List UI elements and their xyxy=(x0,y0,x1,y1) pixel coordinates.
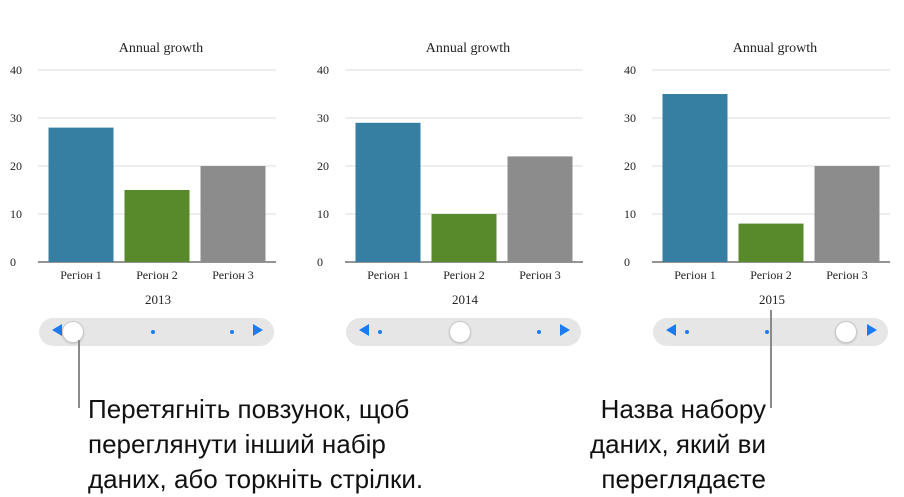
dataset-slider-2014[interactable] xyxy=(346,318,581,346)
bar-3 xyxy=(507,156,573,262)
slider-step-dot[interactable] xyxy=(764,330,769,334)
bar-2 xyxy=(431,214,497,262)
left-arrow-icon[interactable] xyxy=(52,324,62,336)
x-tick-label: Регіон 3 xyxy=(826,268,868,282)
dataset-slider-2013[interactable] xyxy=(39,318,274,346)
bar-3 xyxy=(814,166,880,262)
y-tick-label: 20 xyxy=(624,159,636,173)
y-tick-label: 30 xyxy=(624,111,636,125)
bar-2 xyxy=(124,190,190,262)
x-tick-label: Регіон 1 xyxy=(60,268,102,282)
slider-thumb[interactable] xyxy=(835,321,857,343)
y-tick-label: 30 xyxy=(10,111,22,125)
x-tick-label: Регіон 2 xyxy=(136,268,178,282)
bar-chart-2013: Annual growth 0 10 20 30 40 Регіон 1 Регіон 2 Ре… xyxy=(10,41,276,307)
x-tick-label: Регіон 2 xyxy=(750,268,792,282)
dataset-name-label: 2015 xyxy=(759,292,785,307)
right-arrow-icon[interactable] xyxy=(253,324,263,336)
caption-line: даних, або торкніть стрілки. xyxy=(88,464,424,494)
bar-3 xyxy=(200,166,266,262)
y-tick-label: 10 xyxy=(10,207,22,221)
y-tick-label: 40 xyxy=(624,63,636,77)
slider-step-dot[interactable] xyxy=(685,330,689,334)
y-tick-label: 10 xyxy=(317,207,329,221)
y-tick-label: 10 xyxy=(624,207,636,221)
chart-title: Annual growth xyxy=(426,41,510,56)
x-tick-label: Регіон 1 xyxy=(674,268,716,282)
right-arrow-icon[interactable] xyxy=(867,324,877,336)
slider-thumb[interactable] xyxy=(448,321,471,343)
y-tick-label: 30 xyxy=(317,111,329,125)
caption-slider-instructions: Перетягніть повзунок, щоб переглянути ін… xyxy=(88,392,423,497)
caption-line: Назва набору xyxy=(600,394,766,424)
left-arrow-icon[interactable] xyxy=(359,324,369,336)
dataset-name-label: 2013 xyxy=(145,292,171,307)
x-tick-label: Регіон 2 xyxy=(443,268,485,282)
y-tick-label: 40 xyxy=(317,63,329,77)
bar-chart-2015: Annual growth 0 10 20 30 40 Регіон 1 Регіон 2 Ре… xyxy=(624,41,890,307)
chart-panel-2014: Annual growth 0 10 20 30 40 Регіон 1 Регіон 2 Ре… xyxy=(307,0,607,355)
right-arrow-icon[interactable] xyxy=(560,324,570,336)
y-tick-label: 0 xyxy=(317,255,323,269)
slider-step-dot[interactable] xyxy=(150,330,155,334)
caption-line: Перетягніть повзунок, щоб xyxy=(88,394,410,424)
y-tick-label: 20 xyxy=(10,159,22,173)
x-tick-label: Регіон 3 xyxy=(519,268,561,282)
dataset-name-label: 2014 xyxy=(452,292,479,307)
bar-2 xyxy=(738,223,804,262)
slider-thumb[interactable] xyxy=(62,321,84,343)
x-tick-label: Регіон 3 xyxy=(212,268,254,282)
callout-line-dataset-name xyxy=(770,310,772,408)
bar-1 xyxy=(662,94,728,262)
left-arrow-icon[interactable] xyxy=(666,324,676,336)
caption-dataset-name: Назва набору даних, який ви переглядаєте xyxy=(590,392,766,497)
chart-title: Annual growth xyxy=(733,41,817,56)
bar-1 xyxy=(355,122,421,262)
y-tick-label: 0 xyxy=(624,255,630,269)
chart-panel-2013: Annual growth 0 10 20 30 40 Регіон 1 Регіон 2 Ре… xyxy=(0,0,300,355)
y-tick-label: 0 xyxy=(10,255,16,269)
caption-line: переглянути інший набір xyxy=(88,429,386,459)
bar-1 xyxy=(48,127,114,262)
slider-step-dot[interactable] xyxy=(537,330,541,334)
y-tick-label: 20 xyxy=(317,159,329,173)
y-tick-label: 40 xyxy=(10,63,22,77)
caption-line: даних, який ви xyxy=(589,429,766,459)
chart-panel-2015: Annual growth 0 10 20 30 40 Регіон 1 Регіон 2 Ре… xyxy=(614,0,904,355)
callout-line-slider xyxy=(78,340,80,408)
x-tick-label: Регіон 1 xyxy=(367,268,409,282)
bar-chart-2014: Annual growth 0 10 20 30 40 Регіон 1 Регіон 2 Ре… xyxy=(317,41,583,307)
caption-line: переглядаєте xyxy=(601,464,766,494)
chart-title: Annual growth xyxy=(119,41,203,56)
slider-step-dot[interactable] xyxy=(230,330,234,334)
slider-step-dot[interactable] xyxy=(378,330,382,334)
